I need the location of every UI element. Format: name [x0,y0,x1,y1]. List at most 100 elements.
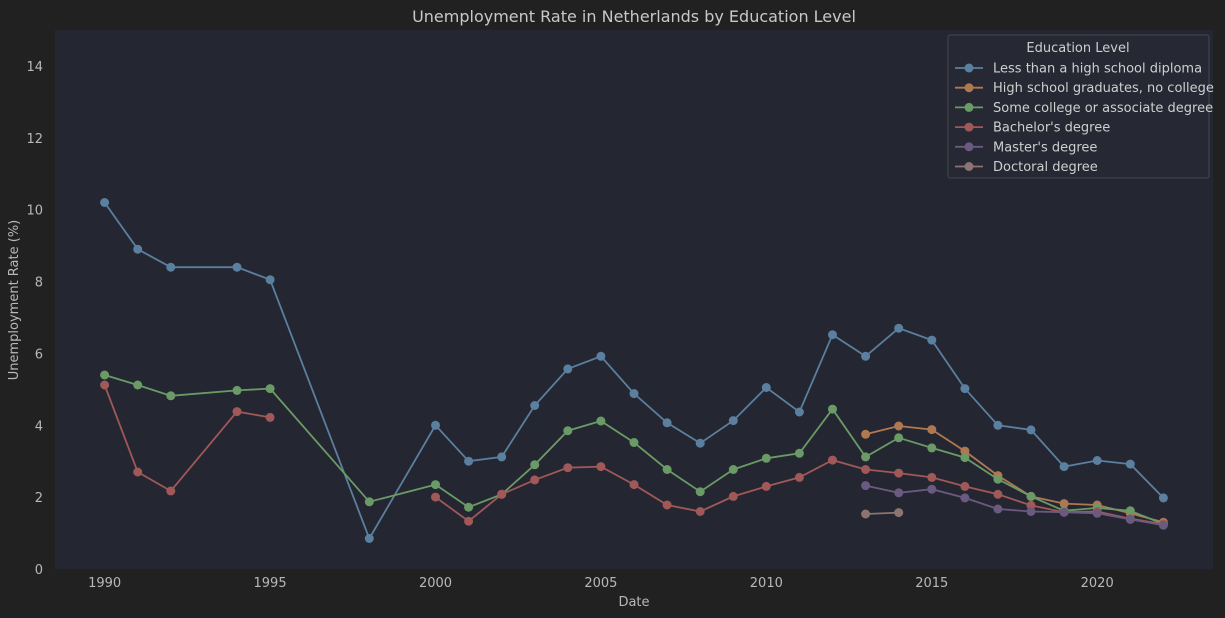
y-tick-label: 8 [35,276,43,291]
series-6 [861,508,904,519]
data-point [364,497,374,507]
data-point [596,416,606,426]
x-tick-label: 2020 [1081,576,1114,591]
legend-label: Less than a high school diploma [993,62,1202,77]
data-point [100,198,110,207]
data-point [927,335,937,345]
data-point [662,500,672,510]
data-point [794,472,804,482]
data-point [497,489,507,499]
data-point [431,492,440,502]
data-point [927,472,937,482]
series-3 [100,370,1168,529]
data-point [530,460,540,470]
legend-marker [964,142,974,152]
legend-marker [964,83,974,93]
data-point [1092,508,1102,518]
legend-label: High school graduates, no college [993,81,1214,96]
data-point [265,412,275,422]
x-tick-label: 2010 [750,576,783,591]
legend: Education Level Less than a high school … [947,34,1214,179]
data-point [927,425,937,435]
data-point [530,401,540,410]
y-axis-label: Unemployment Rate (%) [7,220,22,381]
data-point [1026,507,1036,516]
data-point [728,416,738,426]
data-point [861,509,871,519]
data-point [695,438,705,448]
data-point [894,508,904,518]
data-point [861,429,871,439]
data-point [232,385,242,395]
data-point [497,452,507,462]
data-point [761,453,771,463]
legend-label: Some college or associate degree [993,101,1213,116]
data-point [695,507,705,516]
data-point [1059,499,1069,509]
data-point [960,384,970,394]
series-4 [100,380,1168,529]
data-point [265,275,275,285]
data-point [596,462,606,472]
data-point [761,481,771,491]
data-point [133,380,143,390]
data-point [166,486,176,496]
data-point [1026,425,1036,435]
data-point [927,484,937,494]
data-point [960,481,970,491]
data-point [927,443,937,453]
data-point [861,465,871,474]
data-point [464,456,474,466]
data-point [563,426,573,436]
legend-box [947,34,1210,179]
data-point [100,370,110,380]
y-tick-label: 2 [35,491,43,506]
x-axis-ticks: 1990 1995 2000 2005 2010 2015 2020 [88,576,1114,591]
data-point [629,389,639,399]
y-tick-label: 14 [26,60,43,75]
data-point [861,481,871,491]
data-point [960,453,970,463]
data-point [166,262,176,272]
data-point [265,384,275,394]
y-tick-label: 4 [35,419,43,434]
data-point [828,404,837,414]
data-point [563,364,573,374]
data-point [960,493,970,503]
series-layer [100,198,1168,543]
data-point [1059,462,1069,472]
data-point [232,407,242,417]
data-point [761,383,771,392]
legend-marker [964,122,974,132]
data-point [133,467,143,477]
data-point [894,468,904,478]
data-point [894,488,904,498]
y-tick-label: 0 [35,563,43,578]
data-point [728,491,738,501]
data-point [894,421,904,431]
data-point [629,438,639,447]
data-point [1125,514,1135,524]
data-point [794,407,804,417]
data-point [861,351,871,361]
data-point [662,418,672,428]
data-point [100,380,110,390]
data-point [1158,493,1168,503]
y-tick-label: 6 [35,347,43,362]
x-tick-label: 2005 [584,576,617,591]
chart-title: Unemployment Rate in Netherlands by Educ… [412,7,856,26]
data-point [794,448,804,458]
data-point [894,323,904,333]
data-point [1125,459,1135,469]
data-point [1059,507,1069,517]
legend-marker [964,102,974,112]
legend-title: Education Level [1026,41,1129,56]
data-point [993,420,1003,430]
data-point [728,465,738,474]
legend-label: Doctoral degree [993,160,1098,175]
series-line [865,511,899,515]
data-point [431,480,440,490]
legend-marker [964,162,974,171]
data-point [464,502,474,512]
data-point [232,262,242,272]
